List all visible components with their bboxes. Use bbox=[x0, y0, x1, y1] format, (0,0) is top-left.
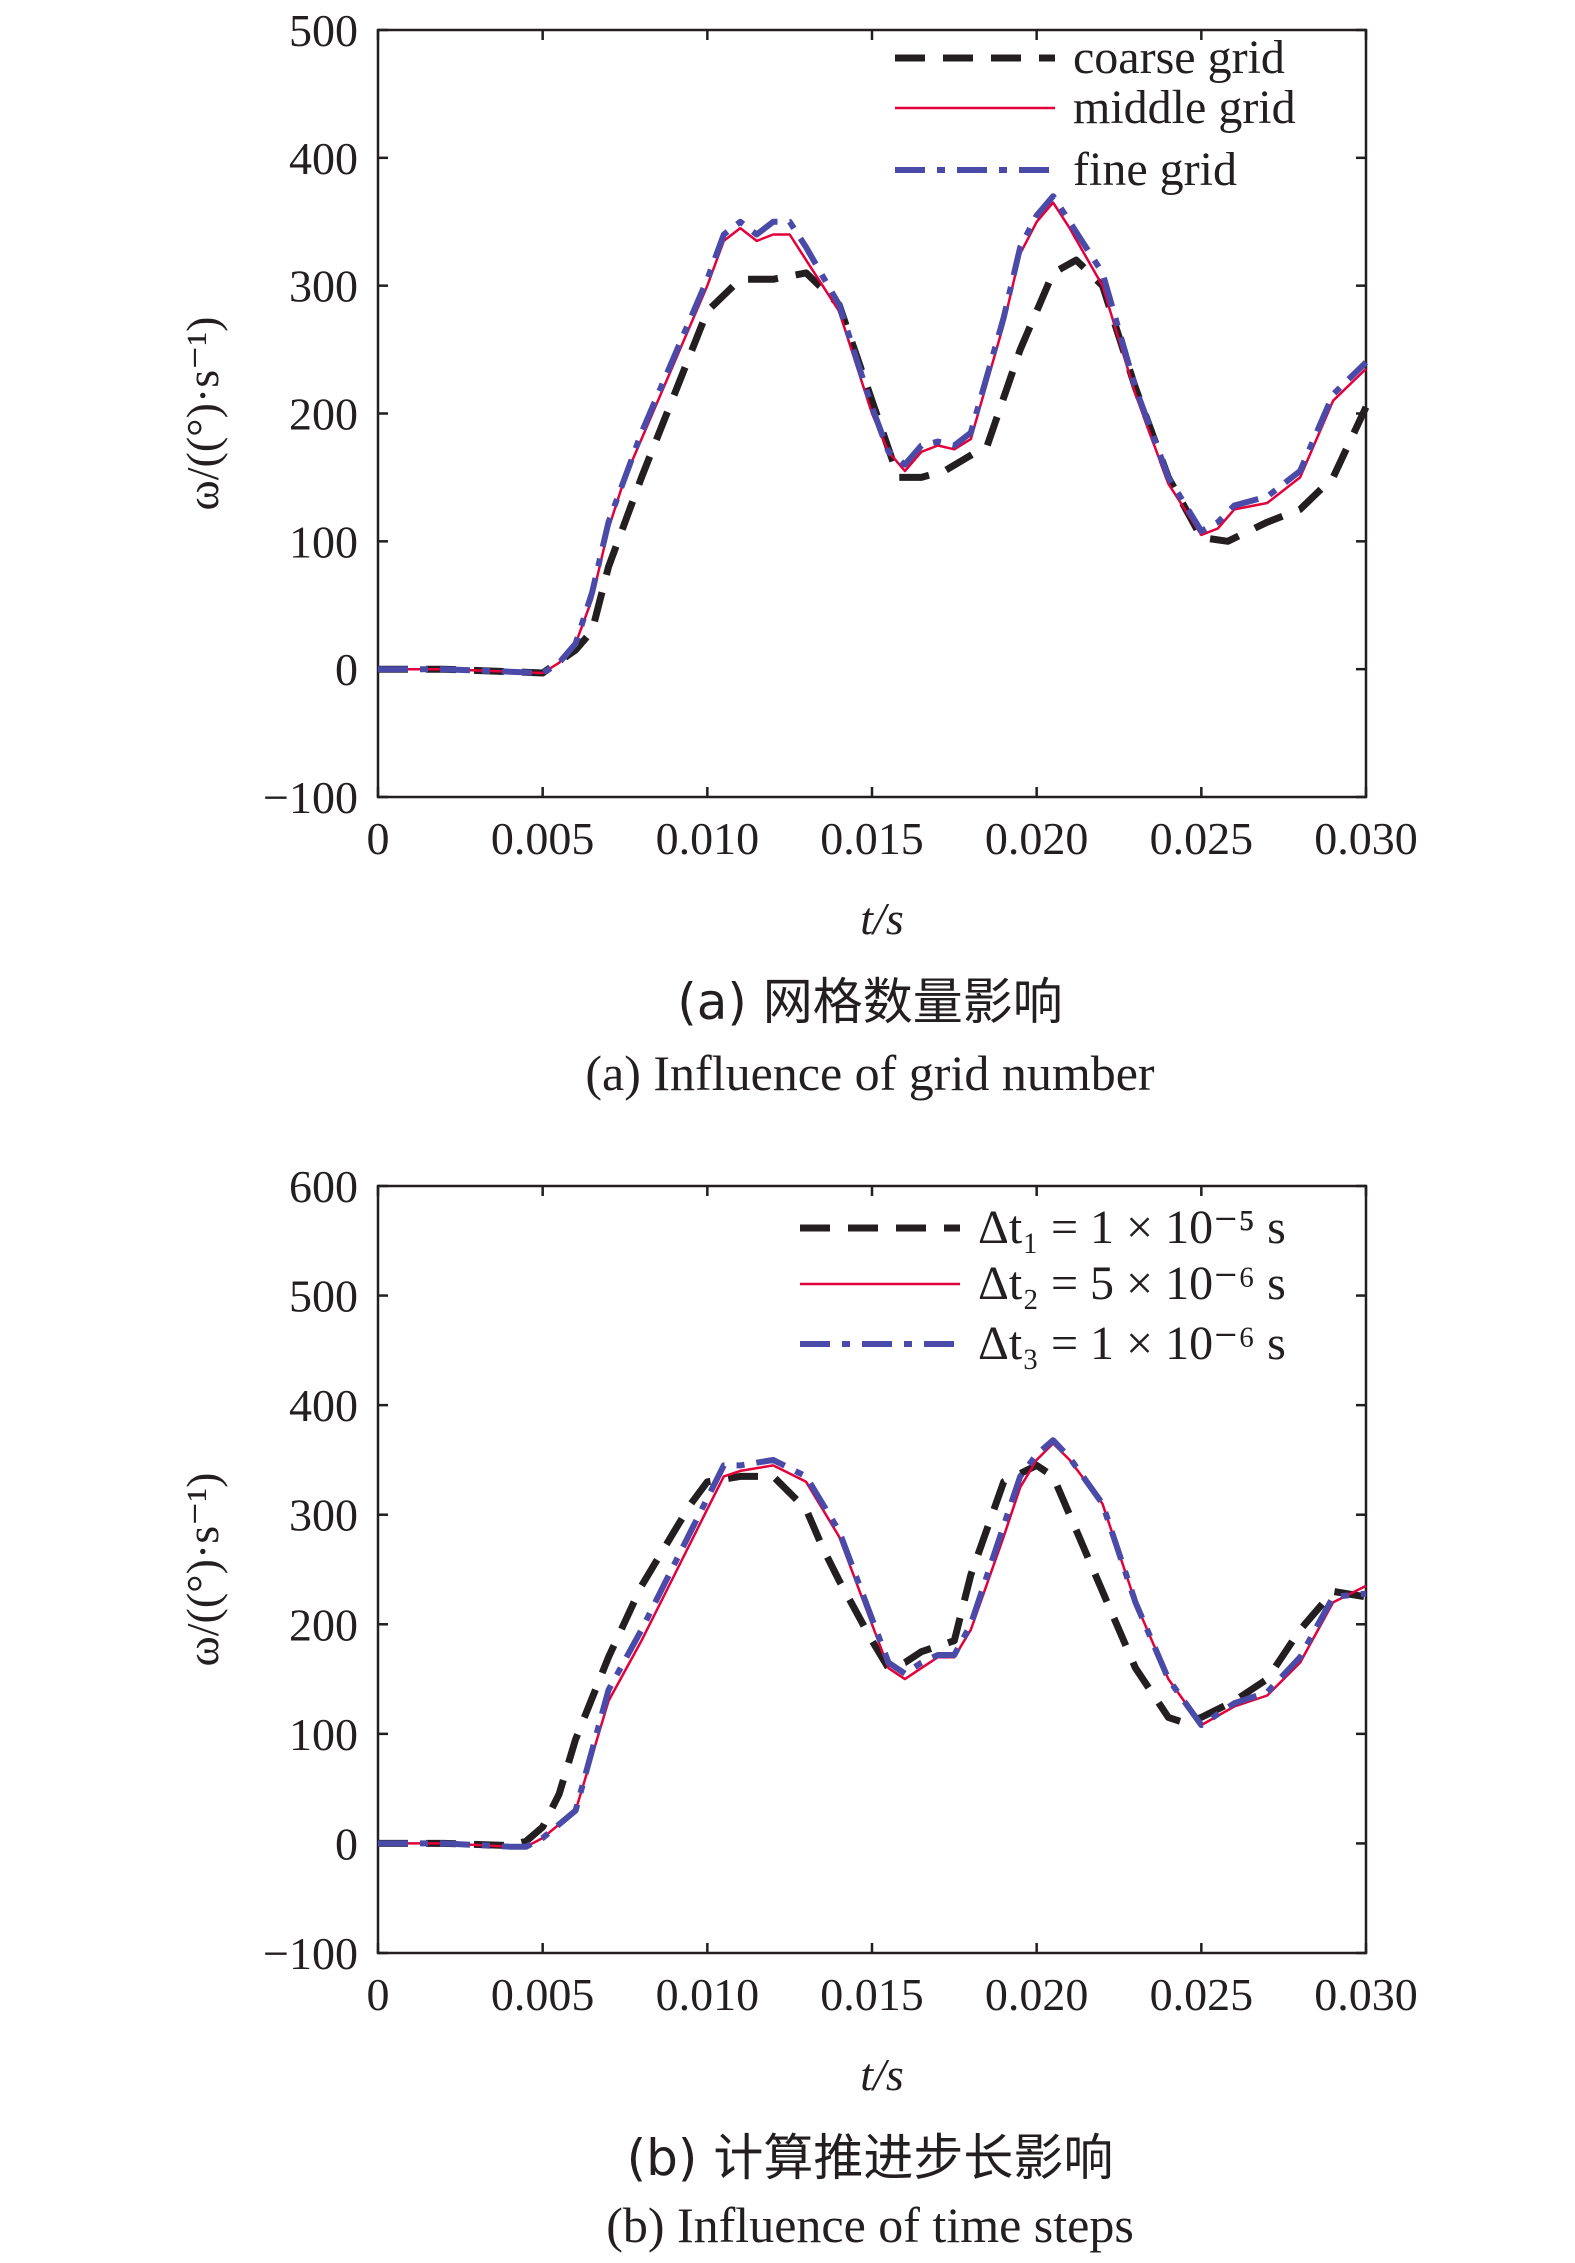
series-line-first bbox=[378, 1461, 1367, 1850]
legend-label-second: Δt₂ = 5 × 10⁻⁶ s bbox=[978, 1257, 1286, 1310]
x-tick-label: 0.010 bbox=[656, 813, 760, 864]
y-tick-label: 300 bbox=[289, 1490, 358, 1541]
x-axis-label: t/s bbox=[860, 2049, 903, 2100]
x-tick-label: 0.025 bbox=[1150, 1969, 1254, 2020]
caption-a-english: (a) Influence of grid number bbox=[585, 1045, 1155, 1101]
chart-panel-b: 0 0.005 0.010 0.015 0.020 0.025 0.030−10001002… bbox=[177, 1161, 1418, 2100]
y-tick-label: 100 bbox=[289, 516, 358, 567]
y-tick-label: 100 bbox=[289, 1709, 358, 1760]
y-tick-label: 300 bbox=[289, 261, 358, 312]
y-tick-label: −100 bbox=[263, 772, 358, 823]
caption-b-english: (b) Influence of time steps bbox=[606, 2197, 1134, 2253]
x-tick-label: 0.025 bbox=[1150, 813, 1254, 864]
x-tick-label: 0 bbox=[367, 1969, 390, 2020]
y-tick-label: 400 bbox=[289, 1380, 358, 1431]
legend-label-first: coarse grid bbox=[1073, 31, 1285, 84]
x-tick-label: 0.015 bbox=[820, 813, 924, 864]
legend-label-second: middle grid bbox=[1073, 81, 1296, 134]
x-tick-label: 0.005 bbox=[491, 1969, 595, 2020]
x-tick-label: 0.020 bbox=[985, 813, 1089, 864]
x-tick-label: 0.030 bbox=[1314, 813, 1418, 864]
x-tick-label: 0.020 bbox=[985, 1969, 1089, 2020]
caption-b-chinese: (b) 计算推进步长影响 bbox=[626, 2129, 1114, 2187]
y-tick-label: 500 bbox=[289, 1271, 358, 1322]
y-tick-label: 500 bbox=[289, 5, 358, 56]
series-line-third bbox=[378, 1437, 1367, 1850]
x-tick-label: 0.015 bbox=[820, 1969, 924, 2020]
y-tick-label: 0 bbox=[335, 1818, 358, 1869]
y-tick-label: −100 bbox=[263, 1928, 358, 1979]
legend-label-first: Δt₁ = 1 × 10⁻⁵ s bbox=[978, 1201, 1286, 1254]
y-tick-label: 600 bbox=[289, 1161, 358, 1212]
y-axis-label: ω/((°)·s⁻¹) bbox=[177, 316, 228, 510]
series-line-second bbox=[378, 201, 1367, 675]
x-axis-label: t/s bbox=[860, 893, 903, 944]
y-tick-label: 200 bbox=[289, 1599, 358, 1650]
legend-label-third: fine grid bbox=[1073, 143, 1237, 196]
x-tick-label: 0 bbox=[367, 813, 390, 864]
x-tick-label: 0.005 bbox=[491, 813, 595, 864]
y-tick-label: 200 bbox=[289, 389, 358, 440]
x-tick-label: 0.010 bbox=[656, 1969, 760, 2020]
caption-a-chinese: (a) 网格数量影响 bbox=[677, 973, 1063, 1031]
y-tick-label: 400 bbox=[289, 133, 358, 184]
y-tick-label: 0 bbox=[335, 644, 358, 695]
series-line-third bbox=[378, 193, 1369, 676]
series-line-first bbox=[378, 256, 1370, 677]
y-axis-label: ω/((°)·s⁻¹) bbox=[177, 1472, 228, 1666]
legend-label-third: Δt₃ = 1 × 10⁻⁶ s bbox=[978, 1317, 1286, 1370]
chart-panel-a: 0 0.005 0.010 0.015 0.020 0.025 0.030−10001002… bbox=[177, 5, 1418, 944]
x-tick-label: 0.030 bbox=[1314, 1969, 1418, 2020]
